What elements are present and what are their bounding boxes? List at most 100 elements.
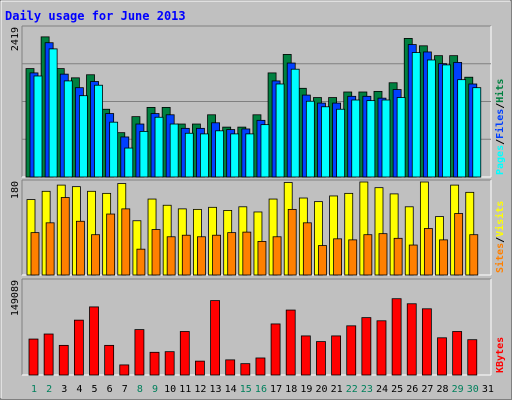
- bar-kbytes: [270, 323, 281, 376]
- day-label: 25: [391, 384, 403, 395]
- bar-pages: [351, 99, 361, 178]
- day-label: 17: [270, 384, 282, 395]
- bar-pages: [215, 130, 224, 178]
- bar-sites: [45, 222, 55, 276]
- bar-sites: [151, 229, 161, 276]
- bar-pages: [109, 121, 119, 178]
- day-label: 19: [300, 384, 312, 395]
- bar-pages: [33, 75, 43, 178]
- bar-pages: [48, 48, 58, 178]
- legend-separator: /: [495, 139, 506, 145]
- day-label: 26: [406, 384, 418, 395]
- bar-sites: [393, 237, 403, 276]
- bar-sites: [166, 236, 176, 276]
- bar-kbytes: [255, 357, 266, 376]
- bar-pages: [275, 83, 285, 178]
- bar-kbytes: [28, 338, 39, 376]
- day-label: 8: [137, 384, 143, 395]
- bar-kbytes: [134, 329, 145, 376]
- day-label: 7: [122, 384, 128, 395]
- y-axis-legend: Pages/Files/Hits: [494, 79, 506, 175]
- day-label: 3: [61, 384, 67, 395]
- y-axis-legend: Sites/Visits: [494, 201, 506, 273]
- day-axis-labels: 1 2 3 4 5 6 7 8 9 10 11 12 13 14 15 16 17 18 19 20 21 22 23 24 2…: [31, 384, 494, 395]
- y-max-label: 149089: [10, 280, 21, 316]
- bar-pages: [200, 133, 209, 178]
- bar-kbytes: [300, 335, 311, 376]
- legend-pages: Pages: [495, 145, 506, 175]
- legend-separator: /: [495, 103, 506, 109]
- chart-title: Daily usage for June 2013: [5, 9, 186, 23]
- bar-kbytes: [149, 351, 160, 376]
- bar-sites: [75, 220, 85, 276]
- bar-kbytes: [89, 306, 99, 376]
- day-label: 11: [179, 384, 191, 395]
- bar-kbytes: [73, 319, 84, 376]
- bar-pages: [457, 79, 467, 178]
- bar-kbytes: [391, 298, 402, 376]
- day-label: 2: [46, 384, 52, 395]
- bar-kbytes: [164, 351, 175, 376]
- bar-sites: [242, 231, 252, 276]
- day-label: 20: [315, 384, 327, 395]
- day-label: 24: [376, 384, 388, 395]
- day-label: 12: [194, 384, 206, 395]
- bar-kbytes: [467, 339, 478, 376]
- y-axis-legend: KBytes: [495, 337, 506, 373]
- legend-files: Files: [494, 109, 506, 139]
- visits-sites-panel: 180 Sites/Visits: [10, 179, 506, 276]
- legend-hits: Hits: [494, 79, 506, 103]
- bar-sites: [197, 236, 206, 276]
- bar-pages: [154, 116, 164, 178]
- bar-sites: [257, 241, 267, 276]
- bar-pages: [260, 124, 270, 178]
- bar-kbytes: [346, 325, 357, 376]
- day-label: 1: [31, 384, 37, 395]
- bar-pages: [78, 95, 88, 178]
- bar-pages: [442, 64, 451, 178]
- bar-pages: [366, 100, 376, 178]
- bar-sites: [454, 213, 464, 276]
- day-label: 29: [452, 384, 464, 395]
- day-label: 27: [421, 384, 433, 395]
- kbytes-panel: 149089 KBytes: [10, 278, 506, 376]
- bar-pages: [139, 131, 149, 178]
- day-label: 31: [482, 384, 494, 395]
- bar-pages: [94, 84, 103, 178]
- bar-sites: [302, 222, 312, 276]
- bar-pages: [336, 108, 346, 178]
- day-label: 30: [467, 384, 479, 395]
- legend-kbytes: KBytes: [495, 337, 506, 373]
- bar-pages: [184, 132, 194, 178]
- bar-sites: [91, 234, 100, 276]
- day-label: 9: [152, 384, 158, 395]
- bar-pages: [169, 123, 179, 178]
- day-label: 13: [210, 384, 222, 395]
- bar-pages: [245, 133, 255, 178]
- day-label: 22: [346, 384, 358, 395]
- bar-pages: [426, 59, 436, 178]
- day-label: 21: [331, 384, 343, 395]
- bar-pages: [124, 147, 134, 178]
- bar-sites: [287, 208, 297, 276]
- y-max-label: 2419: [10, 27, 21, 51]
- bar-sites: [272, 236, 282, 276]
- bar-kbytes: [43, 333, 54, 376]
- day-label: 18: [285, 384, 297, 395]
- legend-sites: Sites: [494, 243, 506, 273]
- bar-sites: [106, 213, 116, 276]
- bar-kbytes: [210, 300, 220, 376]
- bar-sites: [212, 234, 221, 276]
- bar-sites: [439, 239, 448, 276]
- legend-visits: Visits: [494, 201, 506, 237]
- day-label: 15: [240, 384, 252, 395]
- day-label: 5: [92, 384, 98, 395]
- bar-sites: [408, 244, 418, 276]
- bar-pages: [472, 87, 482, 178]
- bar-kbytes: [285, 309, 296, 376]
- bar-sites: [469, 234, 479, 276]
- bar-kbytes: [376, 320, 387, 376]
- bar-pages: [63, 80, 73, 178]
- bar-pages: [396, 97, 406, 178]
